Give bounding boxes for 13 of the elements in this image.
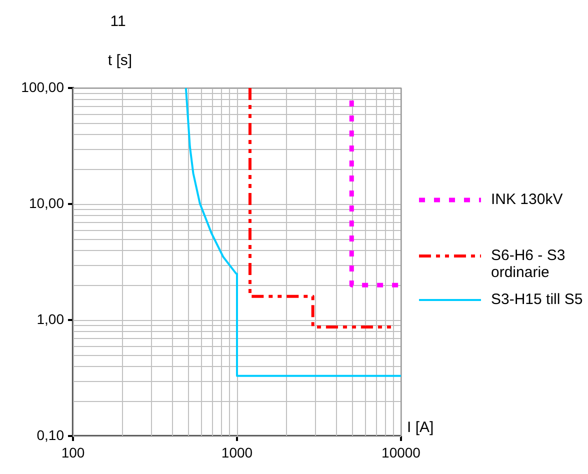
legend-label: S6-H6 - S3 ordinarie (491, 247, 566, 282)
x-axis-title: I [A] (407, 419, 434, 436)
y-tick-label: 1,00 (36, 310, 64, 327)
y-axis-title: t [s] (108, 52, 132, 69)
legend-label: S3-H15 till S5 (491, 291, 583, 308)
legend-label: INK 130kV (491, 191, 563, 208)
y-tick-label: 0,10 (36, 426, 64, 443)
x-tick-label: 100 (61, 444, 85, 460)
x-tick-label: 10000 (382, 444, 421, 460)
y-tick-label: 100,00 (21, 78, 64, 95)
y-tick-label: 10,00 (28, 194, 64, 211)
x-tick-label: 1000 (221, 444, 253, 460)
chart-title: 11 (110, 13, 126, 30)
